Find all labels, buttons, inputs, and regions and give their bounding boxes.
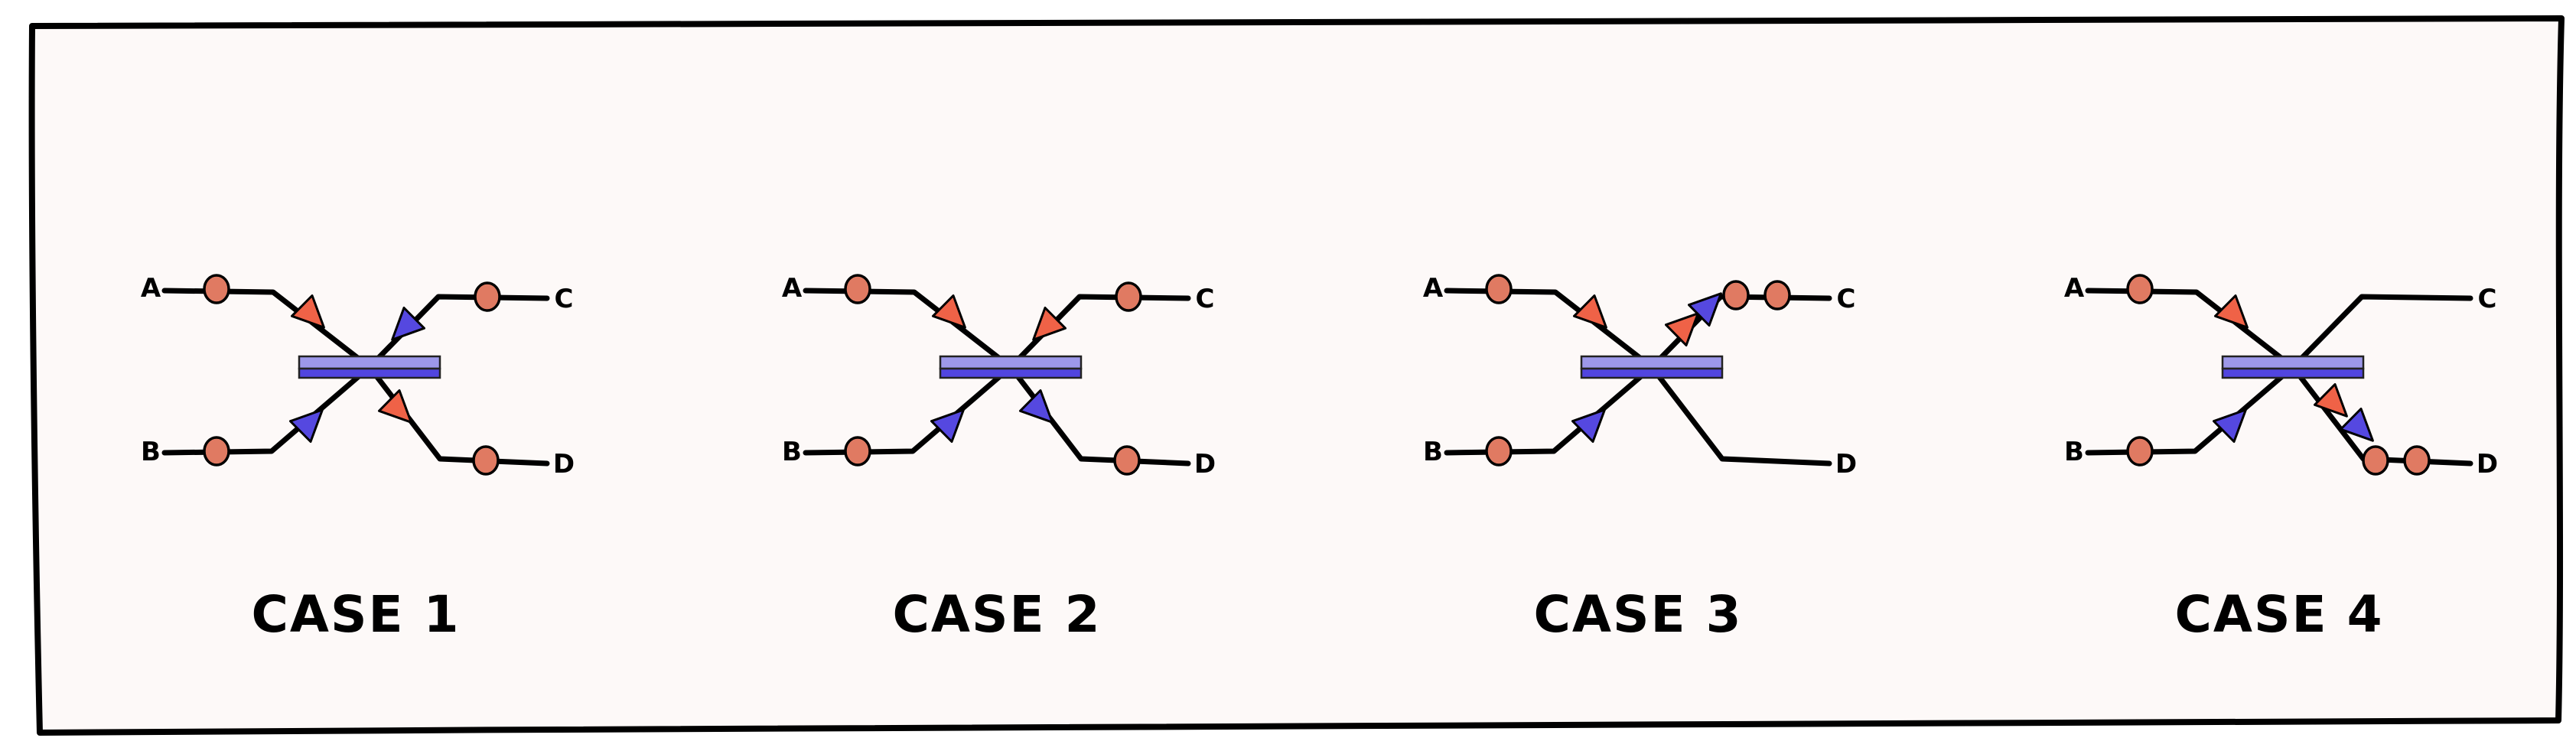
photon-b [2126, 436, 2154, 467]
arrow-red-a-icon [932, 294, 966, 329]
port-c-wire [2290, 294, 2473, 370]
arrow-red-a-icon [291, 294, 325, 329]
case-label: CASE 4 [2174, 585, 2383, 644]
photon-d [2403, 445, 2431, 476]
photon-c [474, 281, 501, 312]
photon-b [1485, 436, 1513, 467]
arrow-red-a-icon [2214, 294, 2249, 329]
port-c-wire [366, 294, 550, 370]
photon-d [472, 445, 500, 476]
beam-splitter-top [1580, 355, 1724, 370]
arrow-red-c-icon [1032, 307, 1067, 341]
port-label-d: D [2477, 449, 2498, 480]
port-a-wire [1444, 288, 1655, 370]
photon-c [1115, 281, 1142, 312]
photon-d [1113, 445, 1141, 476]
arrow-blue-b-icon [1571, 408, 1606, 443]
photon-a [1485, 274, 1513, 304]
port-label-d: D [553, 449, 575, 480]
arrow-red-d-icon [378, 389, 412, 424]
case-3-group: A B C D CASE 3 [1423, 273, 1857, 644]
case-2-group: A B C D CASE 2 [782, 273, 1216, 644]
port-label-c: C [1837, 284, 1856, 314]
port-label-b: B [141, 437, 161, 467]
port-b-wire [2085, 364, 2296, 456]
arrow-blue-c-icon [1688, 292, 1722, 327]
port-b-wire [161, 364, 373, 456]
photon-c [1722, 280, 1750, 310]
port-label-b: B [1423, 437, 1443, 467]
arrow-red-a-icon [1573, 294, 1607, 329]
photon-b [844, 436, 871, 467]
port-label-a: A [782, 273, 803, 304]
port-label-d: D [1194, 449, 1216, 480]
beam-splitter-bottom [298, 367, 441, 379]
beam-splitter-top [2221, 355, 2365, 370]
port-label-d: D [1835, 449, 1857, 480]
port-a-wire [803, 288, 1014, 370]
arrow-blue-b-icon [289, 408, 324, 443]
case-label: CASE 1 [251, 585, 460, 644]
photon-b [203, 436, 230, 467]
port-label-a: A [2064, 273, 2085, 304]
case-label: CASE 2 [892, 585, 1101, 644]
arrow-blue-d-icon [1019, 389, 1054, 424]
port-a-wire [161, 288, 373, 370]
port-c-wire [1008, 294, 1191, 370]
cases-layer: A B C D CASE 1 A B C D CASE 2 A B C D CASE 3 A B C D CASE 4 [141, 273, 2498, 644]
port-label-a: A [141, 273, 161, 304]
port-label-c: C [555, 284, 574, 314]
port-b-wire [1444, 364, 1655, 456]
case-label: CASE 3 [1533, 585, 1742, 644]
beam-splitter-bottom [939, 367, 1083, 379]
port-label-c: C [1196, 284, 1215, 314]
port-d-wire [1649, 364, 1832, 467]
arrow-blue-b-icon [930, 408, 965, 443]
case-1-group: A B C D CASE 1 [141, 273, 575, 644]
photon-a [203, 274, 230, 304]
port-b-wire [803, 364, 1014, 456]
arrow-red-d-icon [2314, 383, 2348, 418]
port-label-a: A [1423, 273, 1444, 304]
photon-a [844, 274, 871, 304]
beam-splitter-top [939, 355, 1083, 370]
arrow-blue-d-icon [2340, 408, 2374, 442]
diagram-frame [28, 15, 2565, 736]
beam-splitter-top [298, 355, 441, 370]
arrow-red-c-icon [1665, 312, 1699, 346]
photon-d [2362, 445, 2389, 476]
arrow-blue-c-icon [391, 307, 425, 341]
port-label-b: B [782, 437, 802, 467]
photon-c [1763, 280, 1791, 310]
photon-a [2126, 274, 2154, 304]
port-label-c: C [2478, 284, 2497, 314]
beam-splitter-bottom [2221, 367, 2365, 379]
port-label-b: B [2064, 437, 2084, 467]
case-4-group: A B C D CASE 4 [2064, 273, 2498, 644]
port-a-wire [2085, 288, 2296, 370]
beam-splitter-bottom [1580, 367, 1724, 379]
arrow-blue-b-icon [2213, 408, 2247, 443]
